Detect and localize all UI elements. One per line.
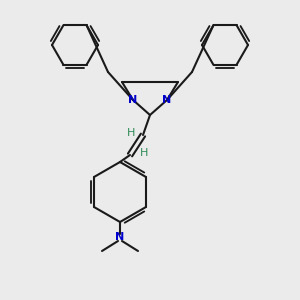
Text: N: N [128, 95, 138, 105]
Text: N: N [162, 95, 172, 105]
Text: H: H [127, 128, 135, 138]
Text: N: N [116, 232, 124, 242]
Text: H: H [140, 148, 148, 158]
